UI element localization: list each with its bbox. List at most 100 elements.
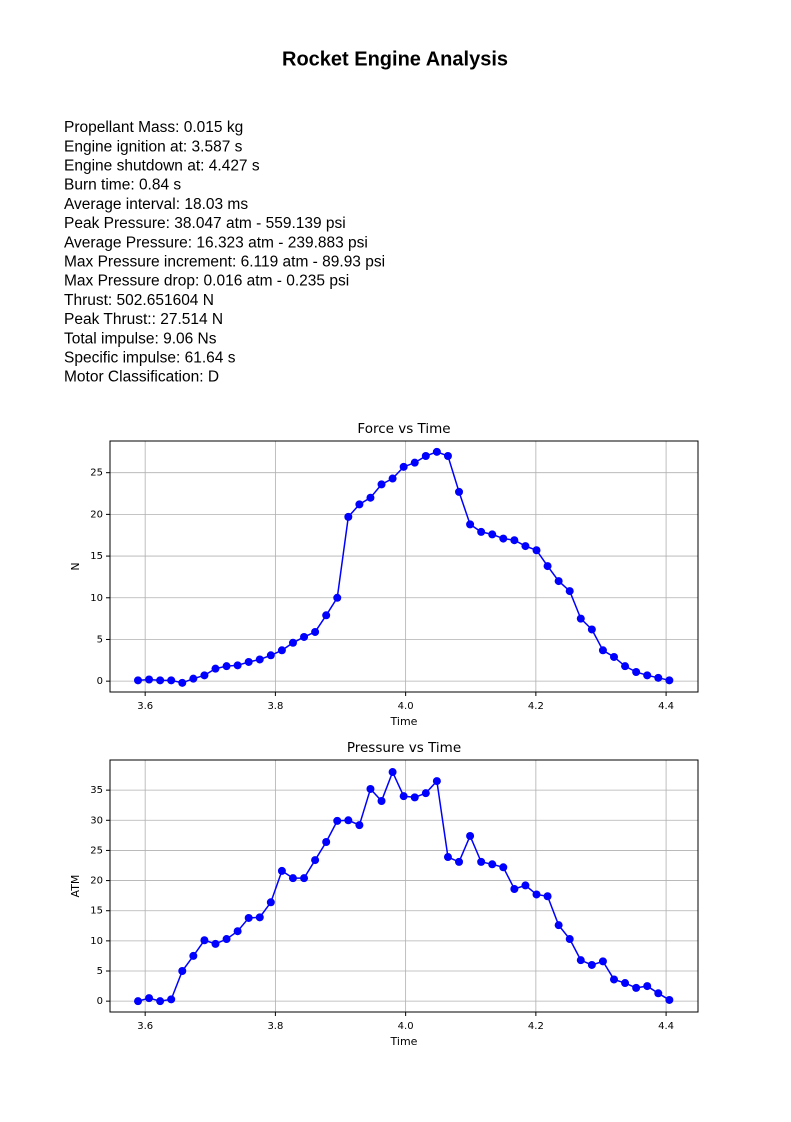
data-point — [244, 913, 253, 922]
x-tick-label: 4.4 — [658, 1021, 674, 1032]
data-point — [565, 935, 574, 944]
data-point — [211, 939, 220, 948]
data-point — [366, 784, 375, 793]
x-tick-label: 3.6 — [137, 701, 153, 712]
data-point — [134, 676, 142, 685]
x-tick-label: 4.0 — [398, 701, 414, 712]
doc-title: Rocket Engine Analysis — [282, 48, 508, 70]
x-tick-label: 4.2 — [528, 701, 544, 712]
stat-line: Engine shutdown at: 4.427 s — [64, 157, 260, 174]
data-point — [266, 651, 275, 660]
stat-line: Engine ignition at: 3.587 s — [64, 138, 243, 155]
data-point — [665, 995, 674, 1004]
stat-line: Thrust: 502.651604 N — [64, 292, 214, 309]
data-line — [137, 451, 670, 684]
y-tick-label: 30 — [90, 815, 103, 826]
data-point — [421, 452, 430, 461]
y-tick-label: 0 — [97, 996, 103, 1007]
data-point — [244, 657, 253, 666]
data-point — [421, 789, 430, 798]
data-point — [134, 997, 142, 1006]
data-point — [399, 462, 408, 471]
stat-line: Motor Classification: D — [64, 369, 219, 386]
data-point — [488, 530, 497, 539]
data-point — [432, 447, 441, 456]
data-point — [178, 678, 187, 687]
x-tick-label: 4.2 — [528, 1021, 544, 1032]
data-point — [222, 662, 231, 671]
y-tick-label: 25 — [90, 845, 103, 856]
data-point — [311, 856, 320, 865]
data-point — [167, 995, 176, 1004]
data-point — [410, 458, 419, 467]
data-point — [189, 951, 198, 960]
stat-line: Average interval: 18.03 ms — [64, 196, 248, 213]
data-point — [300, 632, 309, 641]
data-point — [521, 881, 530, 890]
stat-line: Total impulse: 9.06 Ns — [64, 330, 217, 347]
data-point — [189, 674, 198, 683]
data-point — [632, 667, 641, 676]
data-point — [222, 935, 231, 944]
data-point — [477, 527, 486, 536]
data-point — [156, 997, 165, 1006]
data-point — [521, 542, 530, 551]
stat-line: Peak Thrust:: 27.514 N — [64, 311, 223, 328]
data-point — [266, 898, 275, 907]
data-point — [322, 611, 331, 620]
data-point — [255, 913, 264, 922]
data-point — [255, 655, 264, 664]
stat-line: Specific impulse: 61.64 s — [64, 349, 236, 366]
y-tick-label: 20 — [90, 509, 103, 520]
x-axis-label: Time — [390, 1035, 418, 1048]
y-tick-label: 20 — [90, 876, 103, 887]
data-point — [167, 676, 176, 685]
data-point — [565, 587, 574, 596]
y-axis-label: N — [69, 562, 82, 570]
data-point — [410, 793, 419, 802]
data-point — [598, 646, 607, 655]
y-axis-label: ATM — [69, 875, 82, 898]
data-point — [610, 652, 618, 661]
y-tick-label: 25 — [90, 468, 103, 479]
plot-frame — [109, 440, 699, 693]
y-tick-label: 35 — [90, 785, 103, 796]
data-point — [598, 957, 607, 966]
data-point — [621, 662, 630, 671]
data-point — [300, 874, 309, 883]
data-point — [377, 480, 386, 489]
data-point — [466, 831, 475, 840]
data-point — [654, 673, 663, 682]
data-point — [466, 520, 475, 529]
data-point — [288, 638, 297, 647]
data-point — [233, 661, 242, 670]
data-point — [233, 927, 242, 936]
data-point — [610, 975, 618, 984]
data-point — [344, 512, 353, 521]
data-point — [344, 816, 353, 825]
data-point — [477, 857, 486, 866]
y-tick-label: 10 — [90, 593, 103, 604]
chart-title: Force vs Time — [357, 421, 450, 437]
chart: Pressure vs Time 3.6 3.8 4.0 4.2 4.4 0 5 10 15 20 2… — [69, 740, 699, 1048]
x-tick-label: 3.8 — [267, 1021, 283, 1032]
y-tick-label: 15 — [90, 551, 103, 562]
x-tick-label: 4.0 — [398, 1021, 414, 1032]
data-point — [145, 994, 154, 1003]
y-tick-label: 15 — [90, 906, 103, 917]
data-point — [576, 956, 585, 965]
data-point — [455, 487, 464, 496]
data-point — [200, 671, 209, 680]
data-point — [510, 536, 519, 545]
data-point — [654, 989, 663, 998]
chart: Force vs Time 3.6 3.8 4.0 4.2 4.4 0 5 10 15 20 25 Ti… — [69, 421, 699, 728]
stat-line: Average Pressure: 16.323 atm - 239.883 p… — [64, 234, 368, 251]
data-point — [443, 853, 452, 862]
data-point — [587, 960, 596, 969]
y-tick-label: 0 — [97, 676, 103, 687]
data-point — [643, 671, 652, 680]
data-point — [621, 979, 630, 988]
data-point — [532, 890, 541, 899]
